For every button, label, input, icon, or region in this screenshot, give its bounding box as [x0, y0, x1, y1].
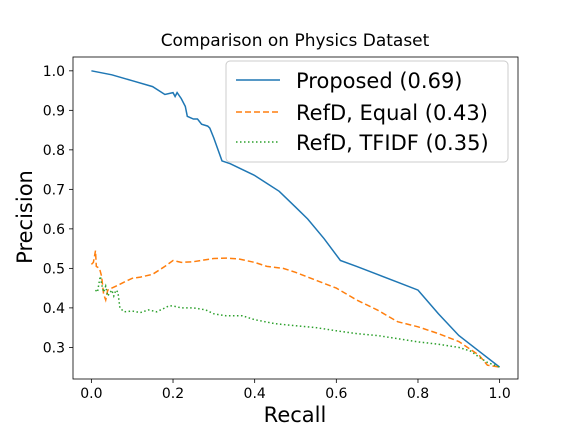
- legend-label-refd-tfidf: RefD, TFIDF (0.35): [296, 131, 489, 155]
- x-tick-label: 0.8: [407, 386, 429, 402]
- legend-label-refd-equal: RefD, Equal (0.43): [296, 101, 488, 125]
- series-line-2: [94, 276, 500, 368]
- y-axis-title: Precision: [13, 170, 37, 264]
- x-tick-label: 0.0: [80, 386, 102, 402]
- series-line-0: [91, 70, 501, 368]
- legend-box: [225, 60, 509, 163]
- x-tick-label: 0.4: [244, 386, 266, 402]
- y-tick-label: 0.9: [43, 103, 65, 119]
- x-axis-title: Recall: [264, 403, 327, 427]
- plot-area: 0.0 0.2 0.4 0.6 0.8 1.0 0.3 0.4 0.5 0.6 0.7 0.8 0.9…: [43, 56, 519, 402]
- x-tick-label: 0.6: [325, 386, 347, 402]
- y-axis: 0.3 0.4 0.5 0.6 0.7 0.8 0.9 1.0: [43, 64, 73, 356]
- series-line-1: [90, 250, 500, 368]
- plot-frame: [72, 56, 519, 380]
- y-tick-label: 0.4: [43, 301, 65, 317]
- y-tick-label: 0.8: [43, 143, 65, 159]
- y-tick-label: 0.7: [43, 182, 65, 198]
- y-tick-label: 0.6: [43, 222, 65, 238]
- y-tick-label: 1.0: [43, 64, 65, 80]
- x-tick-label: 1.0: [488, 386, 510, 402]
- y-tick-label: 0.3: [43, 340, 65, 356]
- legend-label-proposed: Proposed (0.69): [296, 69, 463, 93]
- legend: Proposed (0.69) RefD, Equal (0.43) RefD,…: [225, 60, 509, 163]
- series-layer: [90, 70, 501, 368]
- y-tick-label: 0.5: [43, 261, 65, 277]
- x-tick-label: 0.2: [162, 386, 184, 402]
- x-axis: 0.0 0.2 0.4 0.6 0.8 1.0: [80, 379, 511, 402]
- chart-title: Comparison on Physics Dataset: [161, 31, 430, 51]
